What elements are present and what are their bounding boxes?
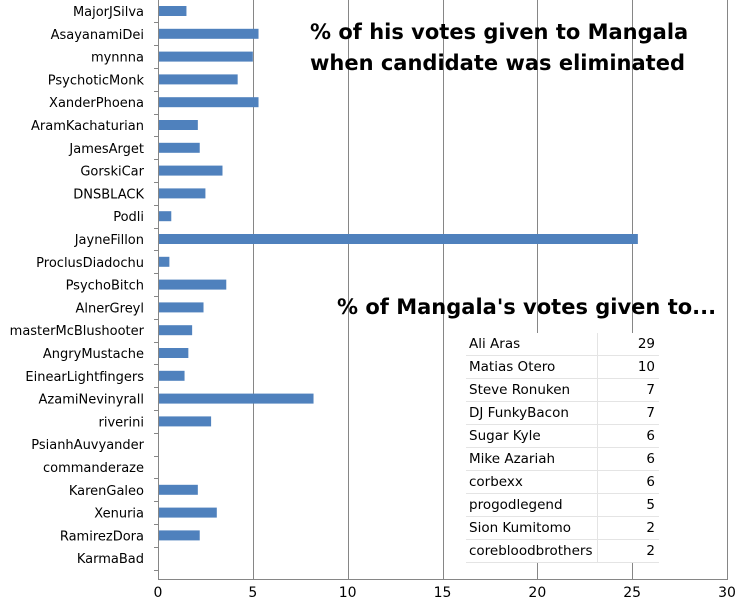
candidate-name: corebloodbrothers bbox=[466, 539, 598, 563]
candidate-name: corbexx bbox=[466, 470, 598, 494]
table-title: % of Mangala's votes given to... bbox=[337, 295, 717, 319]
category-label: ProclusDiadochu bbox=[36, 256, 144, 271]
vote-percent: 7 bbox=[597, 378, 659, 402]
bar bbox=[159, 97, 259, 108]
candidate-name: Sugar Kyle bbox=[466, 424, 598, 448]
x-tick-label: 5 bbox=[248, 585, 257, 600]
vote-percent: 5 bbox=[597, 493, 659, 517]
x-tick-label: 25 bbox=[623, 585, 641, 600]
bar bbox=[159, 279, 227, 290]
bar bbox=[159, 484, 198, 495]
category-label: mynnna bbox=[91, 51, 144, 66]
table-row: DJ FunkyBacon 7 bbox=[466, 401, 659, 425]
chart-title-line-2: when candidate was eliminated bbox=[310, 51, 685, 75]
bar bbox=[159, 142, 200, 153]
x-tick-label: 0 bbox=[154, 585, 163, 600]
candidate-name: Sion Kumitomo bbox=[466, 516, 598, 540]
candidate-name: Ali Aras bbox=[466, 333, 598, 356]
bar bbox=[159, 188, 206, 199]
category-label: KarenGaleo bbox=[69, 484, 144, 499]
category-label: XanderPhoena bbox=[49, 96, 144, 111]
category-label: JamesArget bbox=[68, 142, 144, 157]
vote-percent: 7 bbox=[597, 401, 659, 425]
category-label: MajorJSilva bbox=[73, 5, 144, 20]
chart-title: % of his votes given to Mangala when can… bbox=[310, 17, 688, 79]
table-row: Sion Kumitomo 2 bbox=[466, 516, 659, 540]
category-label: PsychoBitch bbox=[66, 279, 144, 294]
vote-transfer-table: Ali Aras 29 Matias Otero 10 Steve Ronuken 7 DJ… bbox=[466, 333, 659, 563]
category-label: AlnerGreyl bbox=[75, 301, 144, 316]
table-row: Ali Aras 29 bbox=[466, 333, 659, 356]
category-label: PsianhAuvyander bbox=[31, 438, 144, 453]
category-label: Xenuria bbox=[94, 507, 144, 522]
bar bbox=[159, 393, 314, 404]
category-labels: MajorJSilva AsayanamiDei mynnna PsychoticMo… bbox=[10, 5, 145, 567]
candidate-name: Mike Azariah bbox=[466, 447, 598, 471]
category-label: commanderaze bbox=[43, 461, 144, 476]
candidate-name: Matias Otero bbox=[466, 355, 598, 379]
candidate-name: DJ FunkyBacon bbox=[466, 401, 598, 425]
category-label: AsayanamiDei bbox=[51, 28, 144, 43]
bar bbox=[159, 165, 223, 176]
bar bbox=[159, 325, 193, 336]
x-tick-label: 20 bbox=[528, 585, 546, 600]
bar bbox=[159, 416, 212, 427]
vote-percent: 2 bbox=[597, 539, 659, 563]
vote-percent: 2 bbox=[597, 516, 659, 540]
category-label: RamirezDora bbox=[60, 529, 144, 544]
category-label: riverini bbox=[99, 415, 144, 430]
vote-percent: 10 bbox=[597, 355, 659, 379]
vote-percent: 6 bbox=[597, 447, 659, 471]
table-row: Mike Azariah 6 bbox=[466, 447, 659, 471]
table-row: Steve Ronuken 7 bbox=[466, 378, 659, 402]
category-label: DNSBLACK bbox=[73, 187, 144, 202]
candidate-name: Steve Ronuken bbox=[466, 378, 598, 402]
table-row: corbexx 6 bbox=[466, 470, 659, 494]
bar bbox=[159, 28, 259, 39]
bar bbox=[159, 234, 638, 244]
category-label: JayneFillon bbox=[74, 233, 144, 248]
category-label: AngryMustache bbox=[43, 347, 144, 362]
bar bbox=[159, 530, 200, 541]
bar bbox=[159, 120, 198, 130]
table-row: progodlegend 5 bbox=[466, 493, 659, 517]
bar bbox=[159, 74, 238, 85]
category-label: AzamiNevinyrall bbox=[39, 393, 144, 408]
category-label: PsychoticMonk bbox=[48, 73, 145, 88]
candidate-name: progodlegend bbox=[466, 493, 598, 517]
vote-percent: 6 bbox=[597, 424, 659, 448]
bar bbox=[159, 211, 172, 222]
table-row: Sugar Kyle 6 bbox=[466, 424, 659, 448]
x-tick-label: 30 bbox=[718, 585, 736, 600]
bar bbox=[159, 348, 189, 358]
bar bbox=[159, 507, 217, 518]
category-label: KarmaBad bbox=[77, 552, 144, 567]
category-label: masterMcBlushooter bbox=[10, 324, 145, 339]
table-row: corebloodbrothers 2 bbox=[466, 539, 659, 563]
vote-percent: 29 bbox=[597, 333, 659, 356]
category-label: Podli bbox=[113, 210, 144, 225]
grid-lines bbox=[253, 0, 728, 579]
x-tick-label: 15 bbox=[434, 585, 452, 600]
table-row: Matias Otero 10 bbox=[466, 355, 659, 379]
axes bbox=[154, 0, 728, 580]
x-tick-label: 10 bbox=[339, 585, 357, 600]
bar bbox=[159, 256, 170, 267]
bars bbox=[159, 6, 638, 541]
bar bbox=[159, 6, 187, 16]
bar bbox=[159, 370, 185, 381]
category-label: EinearLightfingers bbox=[25, 370, 144, 385]
category-label: GorskiCar bbox=[80, 165, 144, 180]
chart-title-line-1: % of his votes given to Mangala bbox=[310, 20, 689, 44]
category-label: AramKachaturian bbox=[31, 119, 144, 134]
bar bbox=[159, 302, 204, 313]
tick-labels: 0 5 10 15 20 25 30 bbox=[154, 585, 736, 600]
vote-percent: 6 bbox=[597, 470, 659, 494]
bar bbox=[159, 51, 253, 62]
